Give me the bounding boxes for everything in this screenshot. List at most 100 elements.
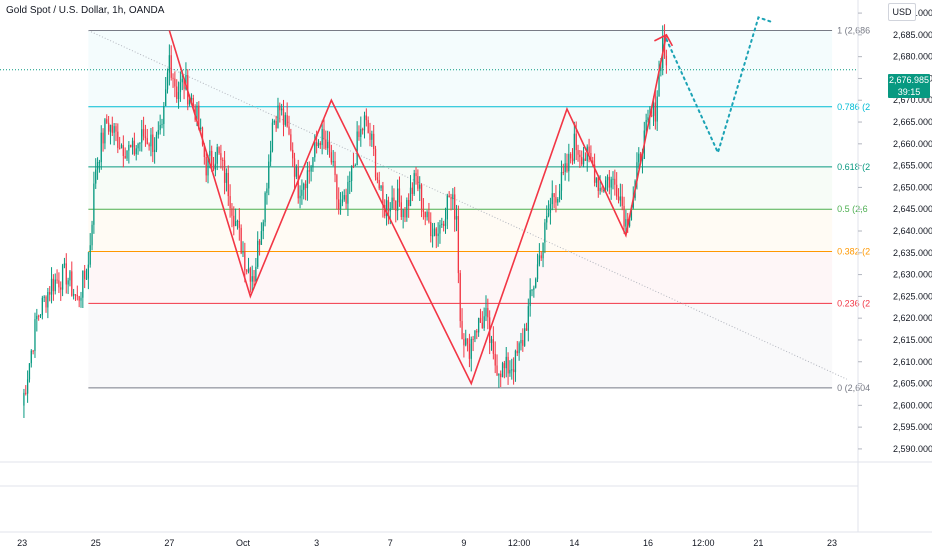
- fib-level-label: 0.5 (2,6: [837, 204, 868, 214]
- candle-body: [89, 245, 91, 265]
- y-tick-label: 2,655.000: [893, 161, 932, 171]
- y-tick-label: 2,600.000: [893, 400, 932, 410]
- candle-body: [106, 119, 108, 123]
- candle-body: [654, 102, 656, 122]
- candle-body: [608, 176, 610, 188]
- candle-body: [98, 162, 101, 164]
- candle-body: [623, 205, 625, 227]
- candle-body: [200, 127, 202, 129]
- candle-body: [562, 172, 564, 174]
- candle-body: [573, 133, 575, 162]
- candle-body: [144, 136, 147, 139]
- candle-body: [529, 290, 531, 307]
- candle-body: [238, 220, 240, 228]
- candle-body: [485, 308, 487, 317]
- candle-body: [153, 149, 156, 153]
- candle-body: [619, 196, 622, 201]
- candle-body: [498, 373, 500, 376]
- candle-body: [356, 131, 358, 166]
- candle-body: [308, 170, 310, 172]
- candle-body: [176, 86, 178, 99]
- trendline-segment: [88, 30, 848, 380]
- candle-body: [214, 163, 217, 170]
- y-tick-label: 2,595.000: [893, 422, 932, 432]
- candle-body: [540, 255, 542, 259]
- candle-body: [422, 208, 425, 212]
- candle-body: [566, 163, 568, 172]
- candle-body: [212, 165, 215, 170]
- candle-body: [404, 209, 406, 218]
- candle-body: [102, 132, 104, 144]
- candle-body: [255, 266, 257, 282]
- projection-line: [665, 16, 773, 156]
- candle-body: [531, 289, 533, 291]
- currency-selector[interactable]: USD: [888, 3, 916, 21]
- candle-body: [284, 115, 286, 125]
- candle-body: [172, 77, 174, 79]
- candle-body: [304, 183, 307, 189]
- y-tick-label: 2,615.000: [893, 335, 932, 345]
- candle-body: [76, 295, 78, 297]
- x-tick-label: 21: [753, 538, 763, 548]
- candle-body: [616, 184, 618, 197]
- candle-body: [148, 144, 150, 147]
- candle-body: [647, 117, 649, 120]
- candle-body: [190, 98, 193, 100]
- candle-body: [476, 330, 478, 333]
- candle-body: [139, 142, 141, 144]
- candle-body: [350, 165, 353, 181]
- candle-body: [104, 119, 106, 144]
- x-tick-label: 25: [91, 538, 101, 548]
- x-tick-label: 16: [643, 538, 653, 548]
- candle-body: [494, 353, 496, 366]
- fib-zone: [88, 106, 833, 167]
- candle-body: [603, 189, 605, 191]
- candle-body: [341, 199, 344, 203]
- candle-body: [547, 212, 550, 216]
- candle-body: [218, 147, 220, 154]
- candle-body: [378, 179, 380, 189]
- candle-body: [32, 350, 34, 352]
- candle-body: [505, 356, 507, 369]
- candle-body: [271, 122, 274, 151]
- y-tick-label: 2,665.000: [893, 117, 932, 127]
- candle-body: [163, 106, 165, 124]
- candle-body: [406, 200, 408, 218]
- candle-body: [507, 356, 509, 374]
- candle-body: [575, 133, 577, 151]
- candle-body: [277, 105, 279, 129]
- candle-body: [391, 197, 393, 209]
- candle-body: [599, 187, 601, 191]
- candle-body: [520, 339, 522, 344]
- candle-body: [385, 200, 388, 217]
- candle-body: [433, 228, 436, 236]
- candle-body: [247, 268, 250, 272]
- candle-body: [196, 105, 198, 120]
- candle-body: [58, 280, 60, 288]
- fib-zone: [88, 209, 833, 252]
- candle-body: [258, 240, 261, 245]
- candle-body: [41, 297, 43, 316]
- candle-body: [183, 78, 185, 89]
- candle-body: [369, 132, 371, 140]
- candle-body: [113, 126, 115, 133]
- candle-body: [229, 196, 231, 209]
- candle-body: [382, 185, 384, 206]
- candle-body: [135, 148, 137, 155]
- candle-body: [65, 263, 67, 285]
- candle-body: [26, 379, 29, 394]
- candle-body: [124, 156, 126, 159]
- x-tick-label: 12:00: [692, 538, 715, 548]
- candle-body: [279, 105, 281, 111]
- candle-body: [117, 131, 119, 148]
- candle-body: [266, 188, 268, 193]
- candle-body: [481, 322, 483, 329]
- candle-body: [639, 153, 642, 162]
- candle-body: [630, 207, 633, 220]
- x-tick-label: 23: [17, 538, 27, 548]
- candle-body: [347, 181, 349, 204]
- candle-body: [185, 75, 187, 89]
- y-tick-label: 2,630.000: [893, 270, 932, 280]
- candle-body: [25, 392, 27, 394]
